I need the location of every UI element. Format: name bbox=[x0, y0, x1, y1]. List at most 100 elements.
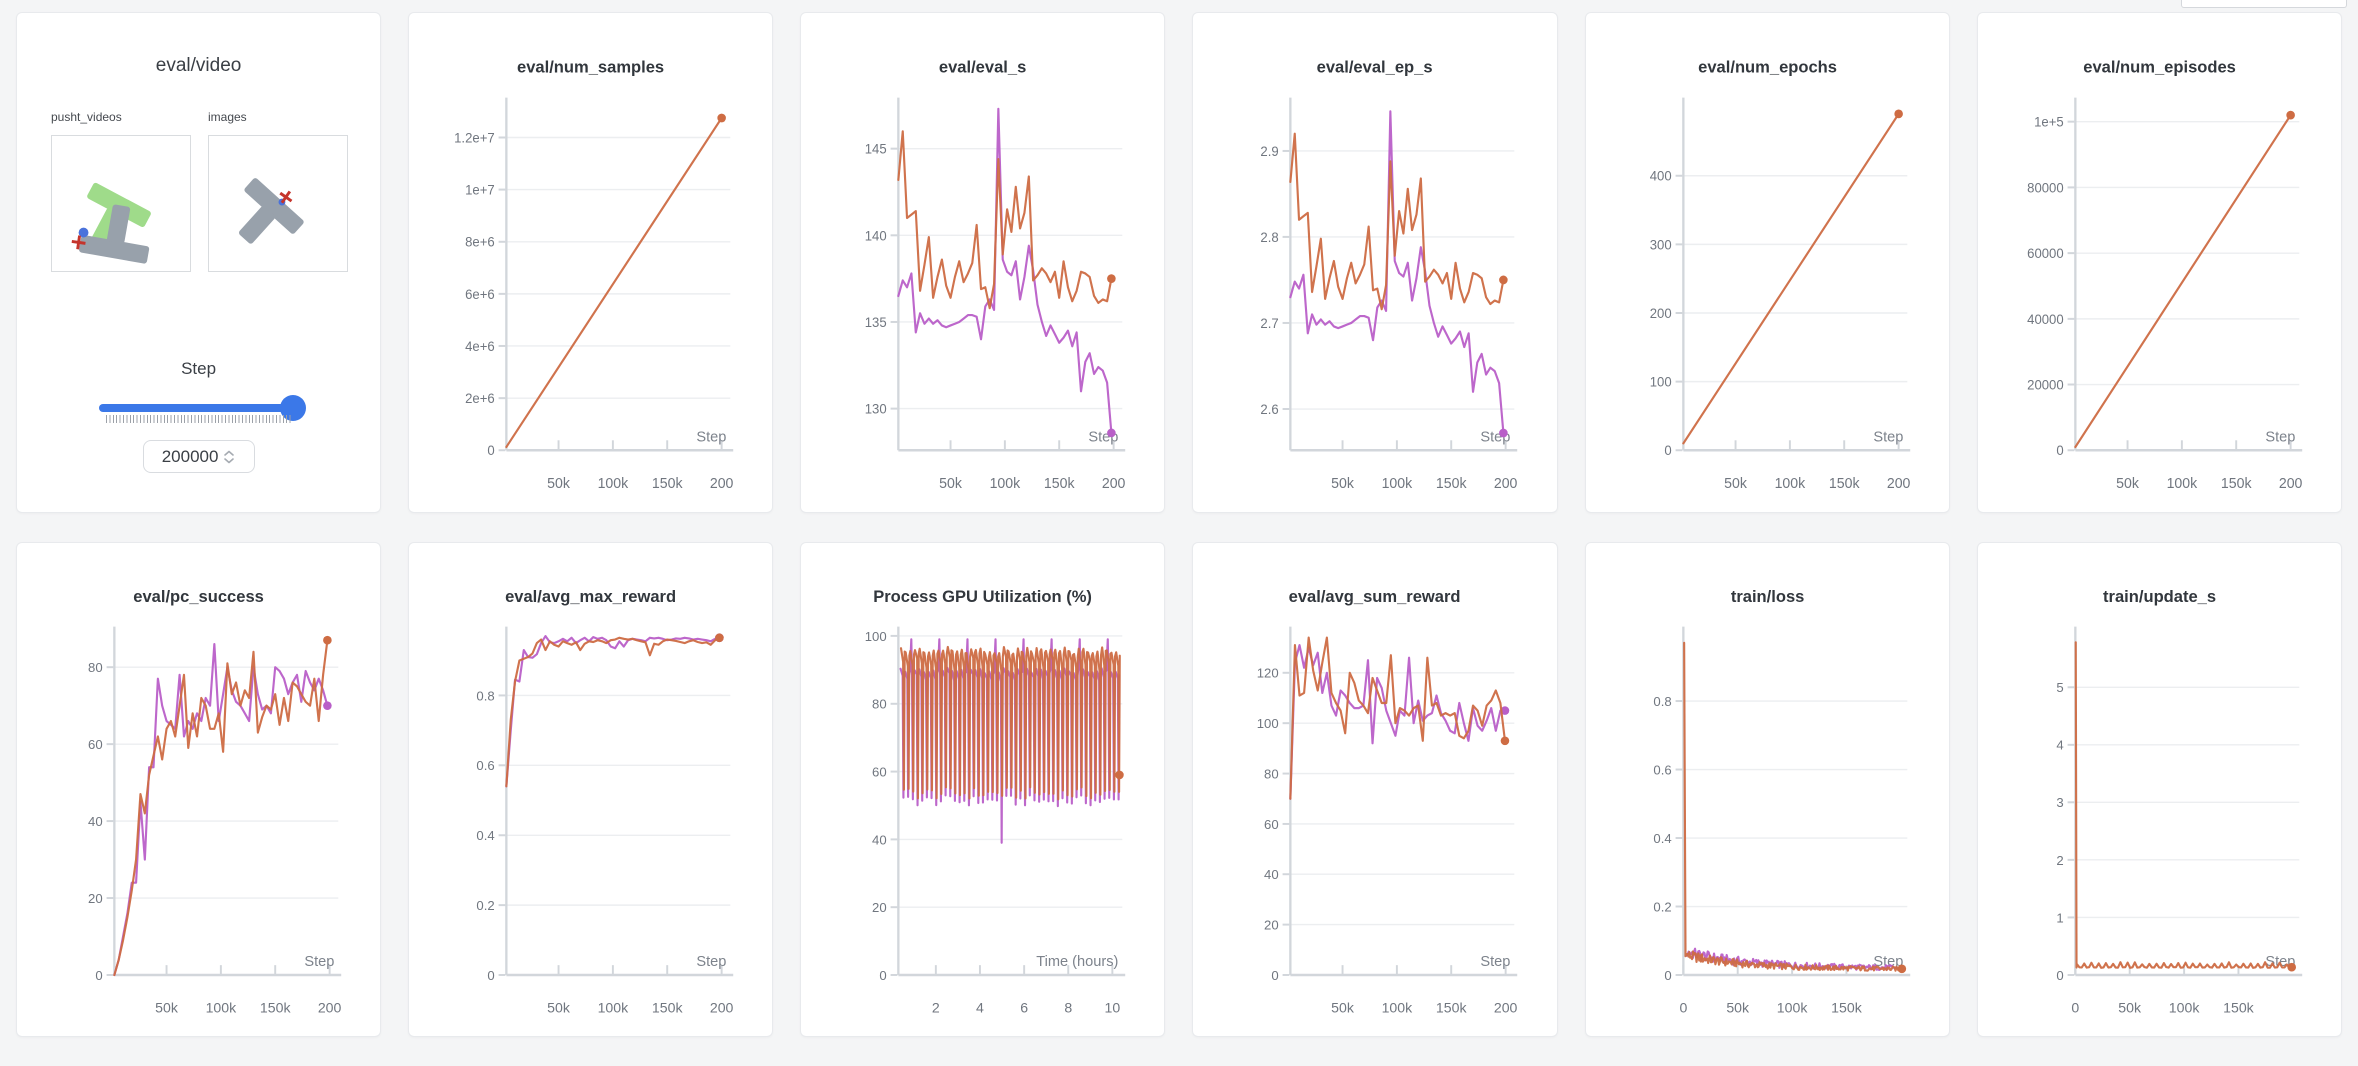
series-end-dot-run-orange bbox=[1897, 964, 1906, 974]
y-tick-label: 0 bbox=[1664, 968, 1671, 983]
x-tick-label: 150k bbox=[260, 1000, 292, 1016]
chart-title: Process GPU Utilization (%) bbox=[874, 587, 1093, 606]
chart-canvas: eval/num_epochs 0 100 200 300 400 50k 100k 150k 2… bbox=[1649, 58, 1910, 493]
y-tick-label: 0.8 bbox=[1653, 694, 1671, 709]
y-tick-label: 8e+6 bbox=[465, 235, 495, 250]
series-line-run-orange bbox=[1681, 112, 1900, 445]
x-tick-label: 200 bbox=[1494, 476, 1518, 492]
y-tick-label: 0.6 bbox=[477, 758, 495, 773]
x-tick-label: 200 bbox=[2279, 476, 2303, 492]
chart-panel-train-loss[interactable]: train/loss 0 0.2 0.4 0.6 0.8 0 50k 100k 150k Step bbox=[1584, 542, 1950, 1037]
y-tick-label: 0.2 bbox=[1653, 899, 1671, 914]
pusht-image-frame bbox=[239, 178, 304, 244]
chart-title: eval/eval_s bbox=[939, 58, 1026, 77]
series-group bbox=[1681, 109, 1903, 445]
y-tick-label: 200 bbox=[1649, 306, 1671, 321]
x-axis-label: Step bbox=[1481, 954, 1511, 970]
series-group bbox=[897, 107, 1116, 438]
y-tick-label: 5 bbox=[2056, 680, 2063, 695]
step-value-input[interactable]: 200000 bbox=[142, 440, 255, 473]
y-tick-label: 0 bbox=[1664, 443, 1671, 458]
y-tick-label: 80 bbox=[872, 697, 887, 712]
x-tick-label: 50k bbox=[155, 1000, 179, 1016]
y-tick-label: 2.9 bbox=[1261, 144, 1279, 159]
series-group bbox=[113, 635, 332, 977]
chart-panel-eval-avg-max-reward[interactable]: eval/avg_max_reward 0 0.2 0.4 0.6 0.8 50k 100k 1… bbox=[408, 542, 774, 1037]
y-tick-label: 20 bbox=[1265, 917, 1280, 932]
y-tick-label: 1e+7 bbox=[465, 182, 495, 197]
x-tick-label: 100k bbox=[2166, 476, 2197, 492]
x-axis-label: Time (hours) bbox=[1037, 954, 1119, 970]
y-tick-label: 1e+5 bbox=[2034, 115, 2064, 130]
chart-panel-eval-num-epochs[interactable]: eval/num_epochs 0 100 200 300 400 50k 100k 150k 2… bbox=[1584, 12, 1950, 513]
x-tick-label: 200 bbox=[710, 1000, 734, 1016]
x-tick-label: 50k bbox=[1332, 476, 1356, 492]
y-tick-label: 60 bbox=[872, 764, 887, 779]
x-tick-label: 200 bbox=[1494, 1000, 1518, 1016]
x-tick-label: 6 bbox=[1021, 1000, 1029, 1016]
images-thumbnail[interactable] bbox=[208, 135, 348, 272]
step-slider-label: Step bbox=[181, 359, 217, 378]
series-line-run-orange bbox=[1289, 636, 1507, 800]
y-tick-label: 0 bbox=[1272, 968, 1279, 983]
chart-panel-eval-eval-ep-s[interactable]: eval/eval_ep_s 2.6 2.7 2.8 2.9 50k 100k 150k 200… bbox=[1192, 12, 1558, 513]
series-end-dot-run-orange bbox=[1499, 275, 1509, 285]
series-group bbox=[2074, 110, 2295, 449]
chart-title: eval/eval_ep_s bbox=[1317, 58, 1433, 77]
chart-panel-eval-pc-success[interactable]: eval/pc_success 0 20 40 60 80 50k 100k 150k 200 St… bbox=[16, 542, 382, 1037]
chart-panel-process-gpu-utilization[interactable]: Process GPU Utilization (%) 0 20 40 60 80 100 2… bbox=[800, 542, 1166, 1037]
y-tick-label: 1.2e+7 bbox=[454, 130, 495, 145]
x-tick-label: 100k bbox=[206, 1000, 238, 1016]
x-tick-label: 100k bbox=[1776, 1000, 1808, 1016]
y-tick-label: 20000 bbox=[2027, 377, 2064, 392]
y-tick-label: 80 bbox=[1265, 766, 1280, 781]
y-tick-label: 0.4 bbox=[477, 828, 495, 843]
x-tick-label: 50k bbox=[547, 1000, 571, 1016]
series-group bbox=[505, 633, 724, 788]
x-tick-label: 150k bbox=[1436, 476, 1467, 492]
chart-panel-eval-avg-sum-reward[interactable]: eval/avg_sum_reward 0 20 40 60 80 100 120 50k 100… bbox=[1192, 542, 1558, 1037]
y-tick-label: 0 bbox=[488, 443, 495, 458]
chart-panel-eval-eval-s[interactable]: eval/eval_s 130 135 140 145 50k 100k 150k 200 Ste… bbox=[800, 12, 1166, 513]
x-tick-label: 50k bbox=[1726, 1000, 1750, 1016]
stepper-arrows-icon[interactable] bbox=[223, 449, 235, 465]
media-key-label-images: images bbox=[208, 110, 247, 124]
y-tick-label: 0.2 bbox=[477, 898, 495, 913]
chart-title: eval/num_epochs bbox=[1698, 58, 1837, 77]
y-tick-label: 0 bbox=[488, 968, 495, 983]
y-tick-label: 145 bbox=[865, 142, 887, 157]
chart-panel-train-update-s[interactable]: train/update_s 0 1 2 3 4 5 0 50k 100k 150k Step bbox=[1976, 542, 2342, 1037]
chart-title: eval/num_episodes bbox=[2083, 58, 2236, 77]
x-axis-label: Step bbox=[1873, 429, 1903, 445]
y-tick-label: 0.4 bbox=[1653, 831, 1671, 846]
chart-panel-eval-num-samples[interactable]: eval/num_samples 0 2e+6 4e+6 6e+6 8e+6 1e+7 1.2… bbox=[408, 12, 774, 513]
series-group bbox=[1289, 110, 1509, 438]
y-tick-label: 80 bbox=[88, 660, 103, 675]
y-tick-label: 20 bbox=[872, 900, 887, 915]
step-slider-tick-ruler bbox=[106, 415, 292, 423]
series-end-dot-run-orange bbox=[323, 635, 332, 645]
series-line-run-orange bbox=[505, 636, 721, 788]
x-axis-label: Step bbox=[697, 954, 727, 970]
y-tick-label: 4 bbox=[2056, 738, 2063, 753]
step-slider-track[interactable] bbox=[99, 404, 295, 412]
x-tick-label: 100k bbox=[598, 1000, 630, 1016]
chart-panel-eval-num-episodes[interactable]: eval/num_episodes 0 20000 40000 60000 80000 1e… bbox=[1976, 12, 2342, 513]
x-tick-label: 0 bbox=[1679, 1000, 1687, 1016]
pusht-videos-thumbnail[interactable] bbox=[51, 135, 191, 272]
x-tick-label: 50k bbox=[1332, 1000, 1356, 1016]
goal-cross bbox=[71, 235, 86, 250]
x-tick-label: 50k bbox=[2118, 1000, 2142, 1016]
y-tick-label: 0 bbox=[880, 968, 887, 983]
x-axis-label: Step bbox=[2265, 429, 2295, 445]
media-panel-eval-video[interactable]: eval/video pusht_videos images bbox=[16, 12, 382, 513]
series-group bbox=[505, 113, 727, 449]
x-tick-label: 150k bbox=[2221, 476, 2252, 492]
y-tick-label: 400 bbox=[1649, 169, 1671, 184]
y-tick-label: 40 bbox=[1265, 867, 1280, 882]
x-tick-label: 100k bbox=[2169, 1000, 2201, 1016]
y-tick-label: 0 bbox=[2056, 968, 2063, 983]
series-line-run-purple bbox=[1289, 110, 1505, 435]
